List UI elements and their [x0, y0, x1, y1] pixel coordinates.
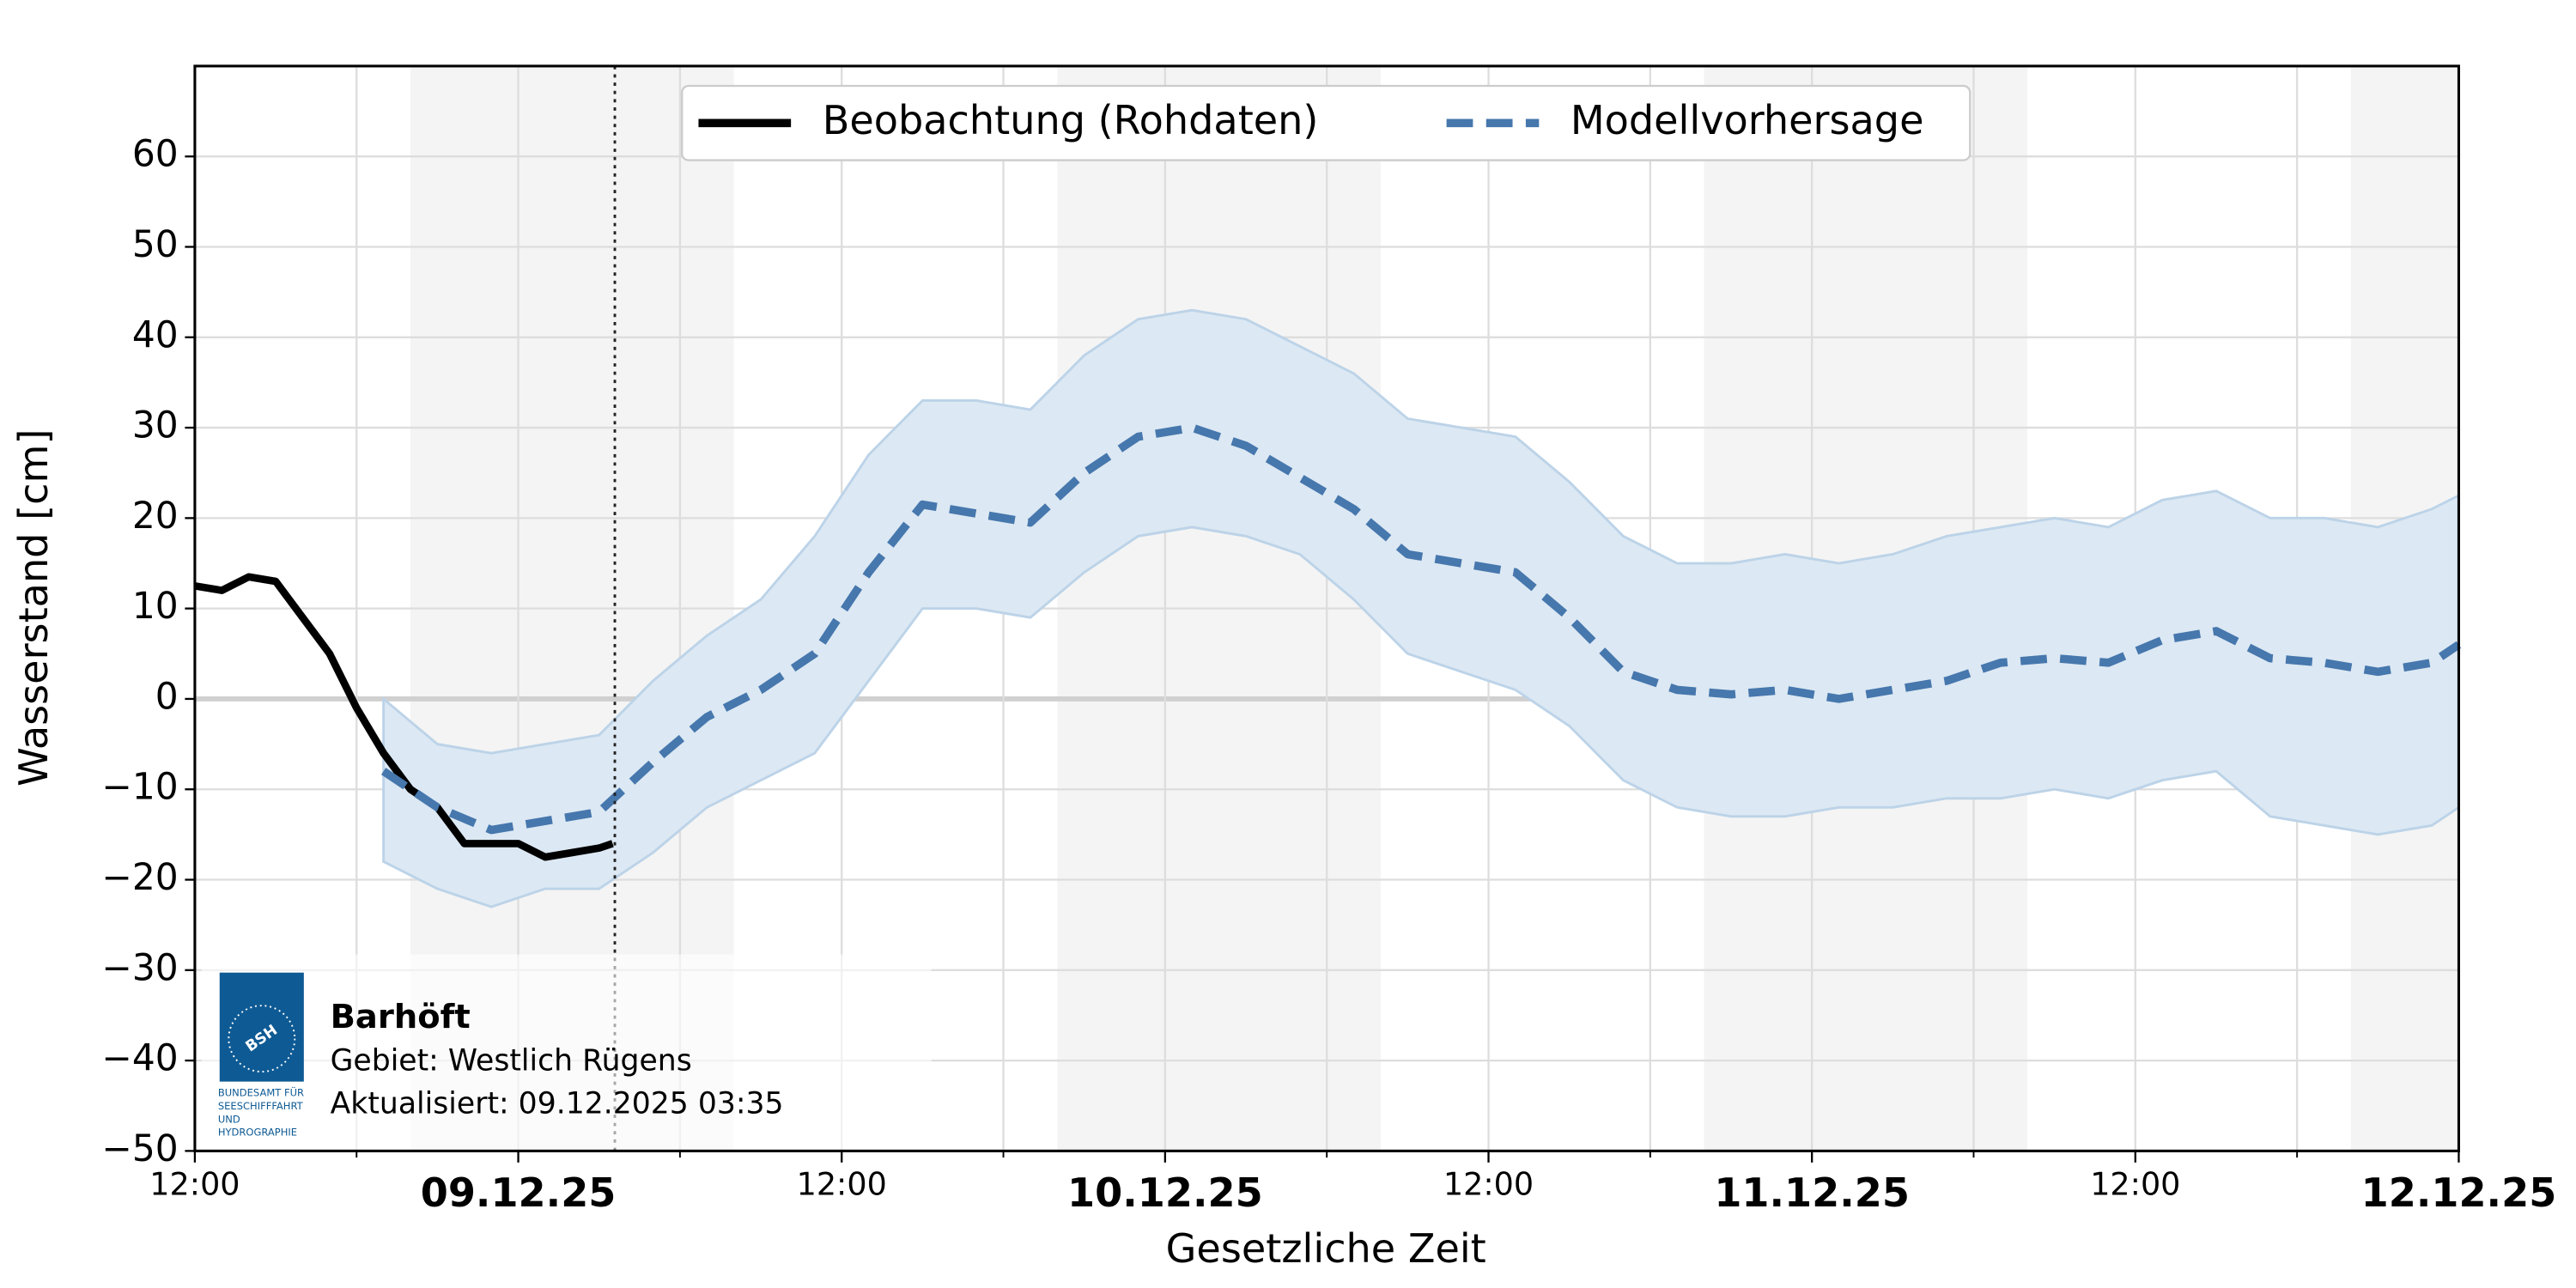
x-tick-label: 12:00 [797, 1165, 887, 1202]
info-box: BSH BUNDESAMT FÜR SEESCHIFFFAHRT UND HYD… [201, 954, 932, 1150]
series-line [194, 573, 614, 861]
y-tick-label: −20 [101, 856, 178, 898]
area: Gebiet: Westlich Rügens [331, 1044, 692, 1078]
y-tick-label: 30 [132, 404, 179, 447]
x-tick-label: 12:00 [2090, 1165, 2180, 1202]
y-tick-label: 0 [155, 675, 179, 717]
info-background [201, 954, 932, 1150]
logo-caption: HYDROGRAPHIE [218, 1127, 297, 1139]
y-tick-label: 40 [132, 313, 179, 355]
x-tick-label: 12:00 [1443, 1165, 1534, 1202]
y-tick-label: −30 [101, 946, 178, 988]
x-tick-label: 10.12.25 [1067, 1170, 1263, 1216]
updated: Aktualisiert: 09.12.2025 03:35 [331, 1087, 784, 1121]
y-tick-label: 10 [132, 585, 179, 627]
axes-frame [193, 64, 2460, 1152]
y-tick-label: 20 [132, 495, 179, 537]
legend: Beobachtung (Rohdaten) Modellvorhersage [681, 84, 1971, 161]
y-tick-label: 60 [132, 133, 179, 175]
logo-caption: SEESCHIFFFAHRT [218, 1100, 304, 1112]
legend-label: Modellvorhersage [1571, 97, 1924, 143]
legend-label: Beobachtung (Rohdaten) [823, 97, 1319, 143]
y-tick-label: 50 [132, 223, 179, 265]
logo-ring [228, 1005, 296, 1073]
plot-area: −50 −40 −30 −20 −10 0 10 20 30 40 50 60 12:00 09.12.2… [101, 64, 2557, 1216]
y-tick-label: −50 [101, 1127, 178, 1170]
series-line [380, 423, 2462, 835]
x-tick-label: 12.12.25 [2361, 1170, 2557, 1216]
legend-box [681, 84, 1971, 161]
logo-caption: BUNDESAMT FÜR [218, 1085, 304, 1099]
x-tick-label: 11.12.25 [1714, 1170, 1910, 1216]
logo-caption: UND [218, 1113, 240, 1125]
x-tick-label: 12:00 [149, 1165, 240, 1202]
y-tick-label: −10 [101, 766, 178, 808]
y-axis-label: Wasserstand [cm] [10, 429, 57, 787]
x-tick-label: 09.12.25 [421, 1170, 617, 1216]
x-axis-label: Gesetzliche Zeit [1166, 1225, 1486, 1272]
y-tick-label: −40 [101, 1037, 178, 1079]
logo [219, 972, 304, 1082]
station-name: Barhöft [331, 998, 471, 1036]
